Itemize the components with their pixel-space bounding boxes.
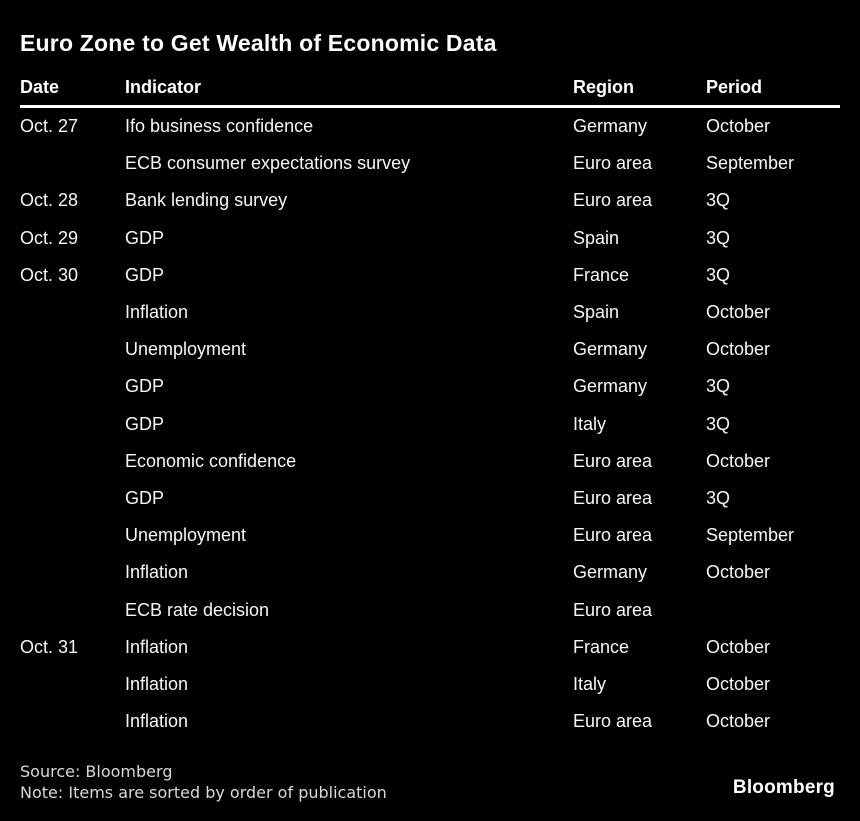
source-text: Source: Bloomberg (20, 762, 173, 781)
cell-region: Euro area (573, 525, 653, 546)
economic-data-table: Date Indicator Region Period Oct. 27 Ifo … (20, 72, 840, 740)
table-row: ECB consumer expectations survey Euro are… (20, 145, 840, 182)
cell-period: October (706, 339, 771, 360)
table-row: Inflation Spain October (20, 294, 840, 331)
cell-region: Euro area (573, 487, 653, 508)
cell-period: October (706, 673, 771, 694)
cell-region: Spain (573, 302, 620, 323)
cell-period: 3Q (706, 487, 731, 508)
column-header-region: Region (573, 77, 634, 97)
cell-period: 3Q (706, 264, 731, 285)
header-divider-rule (20, 105, 840, 108)
cell-indicator: GDP (125, 227, 165, 248)
cell-indicator: Economic confidence (125, 450, 297, 471)
cell-indicator: GDP (125, 413, 165, 434)
table-row: GDP Germany 3Q (20, 368, 840, 405)
cell-period: October (706, 636, 771, 657)
cell-region: Euro area (573, 599, 653, 620)
table-row: Oct. 28 Bank lending survey Euro area 3Q (20, 182, 840, 219)
cell-indicator: Inflation (125, 673, 189, 694)
cell-region: Spain (573, 227, 620, 248)
chart-title: Euro Zone to Get Wealth of Economic Data (20, 30, 497, 56)
cell-region: France (573, 264, 630, 285)
cell-indicator: GDP (125, 487, 165, 508)
cell-indicator: Ifo business confidence (125, 116, 314, 137)
cell-period: October (706, 116, 771, 137)
cell-indicator: Inflation (125, 711, 189, 732)
table-row: Unemployment Germany October (20, 331, 840, 368)
note-text: Note: Items are sorted by order of publi… (20, 783, 387, 802)
cell-date: Oct. 30 (20, 264, 79, 285)
table-row: Oct. 29 GDP Spain 3Q (20, 220, 840, 257)
cell-indicator: Inflation (125, 636, 189, 657)
cell-indicator: Inflation (125, 562, 189, 583)
cell-region: Euro area (573, 711, 653, 732)
cell-period: 3Q (706, 190, 731, 211)
cell-date: Oct. 27 (20, 116, 79, 137)
table-row: Oct. 31 Inflation France October (20, 629, 840, 666)
table-row: Oct. 27 Ifo business confidence Germany Oct… (20, 108, 840, 145)
cell-region: Germany (573, 339, 648, 360)
cell-indicator: Bank lending survey (125, 190, 288, 211)
cell-date: Oct. 29 (20, 227, 79, 248)
bloomberg-wordmark: Bloomberg (732, 777, 835, 798)
table-row: Economic confidence Euro area October (20, 443, 840, 480)
table-row: GDP Euro area 3Q (20, 480, 840, 517)
cell-region: Germany (573, 376, 648, 397)
cell-region: Germany (573, 562, 648, 583)
cell-region: Germany (573, 116, 648, 137)
cell-region: Italy (573, 673, 607, 694)
cell-indicator: Inflation (125, 302, 189, 323)
table-row: Inflation Italy October (20, 666, 840, 703)
cell-period: 3Q (706, 413, 731, 434)
cell-indicator: Unemployment (125, 339, 247, 360)
footer-notes: Source: Bloomberg Note: Items are sorted… (20, 761, 387, 803)
cell-period: October (706, 711, 771, 732)
cell-period: 3Q (706, 376, 731, 397)
cell-indicator: GDP (125, 264, 165, 285)
cell-date: Oct. 31 (20, 636, 79, 657)
cell-period: September (706, 153, 795, 174)
column-header-period: Period (706, 77, 763, 97)
cell-indicator: GDP (125, 376, 165, 397)
table-row: Unemployment Euro area September (20, 517, 840, 554)
cell-period: October (706, 302, 771, 323)
cell-region: Italy (573, 413, 607, 434)
column-header-date: Date (20, 77, 60, 97)
table-row: ECB rate decision Euro area (20, 591, 840, 628)
table-row: GDP Italy 3Q (20, 406, 840, 443)
cell-period: September (706, 525, 795, 546)
column-header-indicator: Indicator (125, 77, 202, 97)
cell-region: Euro area (573, 153, 653, 174)
cell-indicator: Unemployment (125, 525, 247, 546)
cell-region: France (573, 636, 630, 657)
table-row: Oct. 30 GDP France 3Q (20, 257, 840, 294)
cell-period: 3Q (706, 227, 731, 248)
cell-period: October (706, 450, 771, 471)
cell-region: Euro area (573, 450, 653, 471)
cell-indicator: ECB rate decision (125, 599, 270, 620)
table-row: Inflation Euro area October (20, 703, 840, 740)
cell-period: October (706, 562, 771, 583)
cell-indicator: ECB consumer expectations survey (125, 153, 411, 174)
table-header-row: Date Indicator Region Period (20, 72, 840, 103)
table-row: Inflation Germany October (20, 554, 840, 591)
table-body: Oct. 27 Ifo business confidence Germany Oct… (20, 108, 840, 740)
cell-date: Oct. 28 (20, 190, 79, 211)
cell-region: Euro area (573, 190, 653, 211)
